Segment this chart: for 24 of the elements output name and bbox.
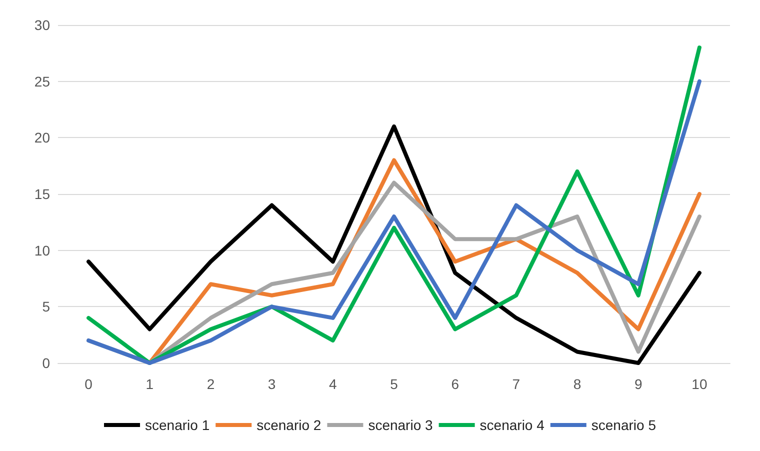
legend-label: scenario 1 [145, 417, 210, 433]
x-tick-label: 2 [206, 376, 215, 392]
x-tick-label: 7 [512, 376, 520, 392]
x-tick-label: 8 [573, 376, 582, 392]
legend-label: scenario 4 [480, 417, 545, 433]
y-tick-label: 30 [34, 17, 50, 33]
line-series [86, 124, 702, 365]
x-tick-label: 5 [390, 376, 398, 392]
y-tick-label: 25 [34, 73, 50, 90]
y-tick-label: 10 [34, 242, 50, 258]
legend-label: scenario 2 [256, 417, 322, 433]
y-tick-label: 15 [34, 186, 50, 202]
x-tick-label: 3 [268, 376, 276, 392]
y-tick-label: 0 [42, 355, 50, 371]
y-tick-label: 20 [34, 130, 50, 146]
legend-label: scenario 3 [368, 417, 434, 433]
x-tick-label: 6 [451, 376, 460, 392]
x-tick-label: 9 [634, 376, 642, 392]
x-tick-label: 10 [692, 376, 708, 392]
x-tick-label: 0 [84, 376, 93, 392]
x-tick-label: 4 [329, 376, 338, 392]
x-tick-label: 1 [146, 376, 154, 392]
legend-label: scenario 5 [591, 417, 656, 433]
y-tick-label: 5 [42, 298, 50, 315]
